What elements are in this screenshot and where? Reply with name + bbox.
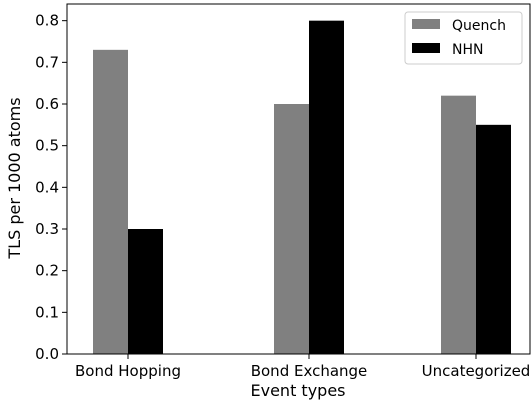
bars-group <box>93 20 511 355</box>
legend-label-quench: Quench <box>452 18 506 34</box>
bar-quench-bond-exchange <box>274 104 309 354</box>
bar-nhn-bond-exchange <box>309 20 344 355</box>
x-tick-label: Uncategorized <box>422 362 531 380</box>
x-axis-ticks: Bond Hopping Bond Exchange Uncategorized <box>75 354 530 380</box>
x-axis-label: Event types <box>251 381 346 400</box>
bar-quench-bond-hopping <box>93 49 128 354</box>
bar-quench-uncategorized <box>441 95 476 355</box>
legend-swatch-nhn <box>412 43 440 53</box>
y-tick-label: 0.7 <box>35 53 59 71</box>
y-tick-label: 0.4 <box>35 178 59 196</box>
y-tick-label: 0.2 <box>35 262 59 280</box>
y-axis-label: TLS per 1000 atoms <box>5 97 24 259</box>
legend-swatch-quench <box>412 19 440 29</box>
y-tick-label: 0.3 <box>35 220 59 238</box>
y-tick-label: 0.0 <box>35 345 59 363</box>
y-tick-label: 0.1 <box>35 303 59 321</box>
y-tick-label: 0.6 <box>35 95 59 113</box>
x-tick-label: Bond Exchange <box>251 362 368 380</box>
bar-nhn-bond-hopping <box>128 229 163 354</box>
x-tick-label: Bond Hopping <box>75 362 181 380</box>
bar-nhn-uncategorized <box>476 124 511 354</box>
plot-frame <box>66 3 531 355</box>
y-axis-ticks: 0.0 0.1 0.2 0.3 0.4 0.5 0.6 0.7 0.8 <box>35 12 67 363</box>
legend-label-nhn: NHN <box>452 42 483 58</box>
legend: Quench NHN <box>404 11 523 65</box>
y-tick-label: 0.8 <box>35 12 59 30</box>
y-tick-label: 0.5 <box>35 137 59 155</box>
